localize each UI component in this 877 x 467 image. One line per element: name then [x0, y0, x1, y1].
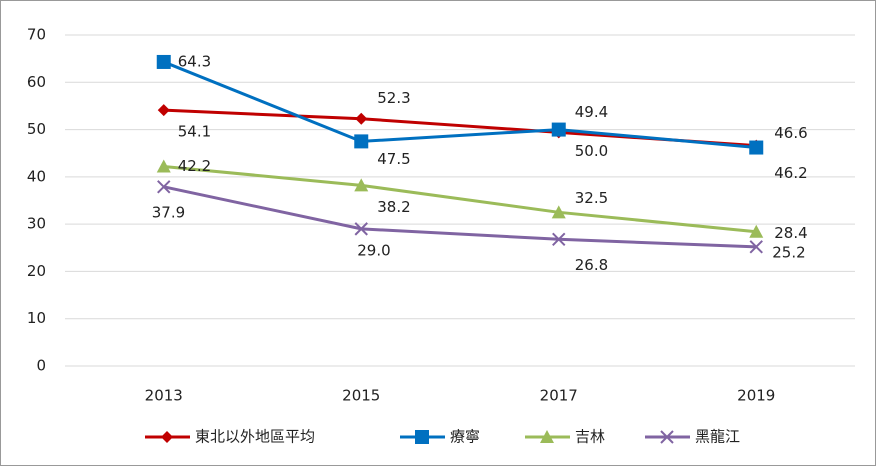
- legend-marker: [415, 430, 429, 444]
- data-point: [551, 122, 566, 137]
- y-tick-label: 70: [27, 26, 46, 44]
- data-label: 49.4: [575, 103, 608, 121]
- x-tick-label: 2013: [145, 387, 183, 405]
- series-line: [163, 185, 757, 249]
- series-line: [163, 164, 757, 234]
- legend-label: 吉林: [575, 428, 605, 446]
- data-point: [354, 222, 368, 236]
- y-tick-label: 30: [27, 215, 46, 233]
- data-point: [354, 178, 369, 192]
- legend-marker: [660, 430, 674, 444]
- data-point: [157, 104, 170, 117]
- data-point: [749, 140, 764, 155]
- data-label: 25.2: [772, 243, 805, 261]
- legend-label: 東北以外地區平均: [195, 428, 315, 446]
- data-label: 38.2: [377, 198, 410, 216]
- data-label: 26.8: [575, 256, 608, 274]
- y-tick-label: 0: [36, 357, 46, 375]
- x-tick-label: 2019: [737, 387, 775, 405]
- data-label: 46.2: [774, 164, 807, 182]
- data-point: [551, 205, 566, 219]
- data-label: 32.5: [575, 189, 608, 207]
- data-label: 64.3: [178, 52, 211, 70]
- y-tick-label: 50: [27, 120, 46, 138]
- legend-marker: [161, 431, 173, 443]
- y-tick-label: 40: [27, 167, 46, 185]
- data-label: 47.5: [377, 150, 410, 168]
- data-label: 42.2: [178, 157, 211, 175]
- data-label: 52.3: [377, 89, 410, 107]
- series-line: [163, 60, 757, 150]
- data-point: [749, 240, 763, 254]
- data-point: [355, 112, 368, 125]
- y-tick-label: 60: [27, 73, 46, 91]
- data-label: 54.1: [178, 123, 211, 141]
- y-tick-label: 20: [27, 262, 46, 280]
- legend-marker: [540, 430, 554, 443]
- data-point: [157, 180, 171, 194]
- data-point: [156, 159, 171, 173]
- data-point: [552, 232, 566, 246]
- legend-label: 黑龍江: [695, 428, 740, 446]
- data-label: 28.4: [774, 224, 807, 242]
- data-point: [156, 54, 171, 69]
- y-tick-label: 10: [27, 309, 46, 327]
- data-label: 29.0: [357, 241, 390, 259]
- data-label: 46.6: [774, 124, 807, 142]
- data-point: [749, 224, 764, 238]
- legend-label: 療寧: [450, 428, 480, 446]
- data-point: [354, 134, 369, 149]
- data-label: 50.0: [575, 142, 608, 160]
- x-tick-label: 2015: [342, 387, 380, 405]
- data-label: 37.9: [152, 203, 185, 221]
- x-tick-label: 2017: [540, 387, 578, 405]
